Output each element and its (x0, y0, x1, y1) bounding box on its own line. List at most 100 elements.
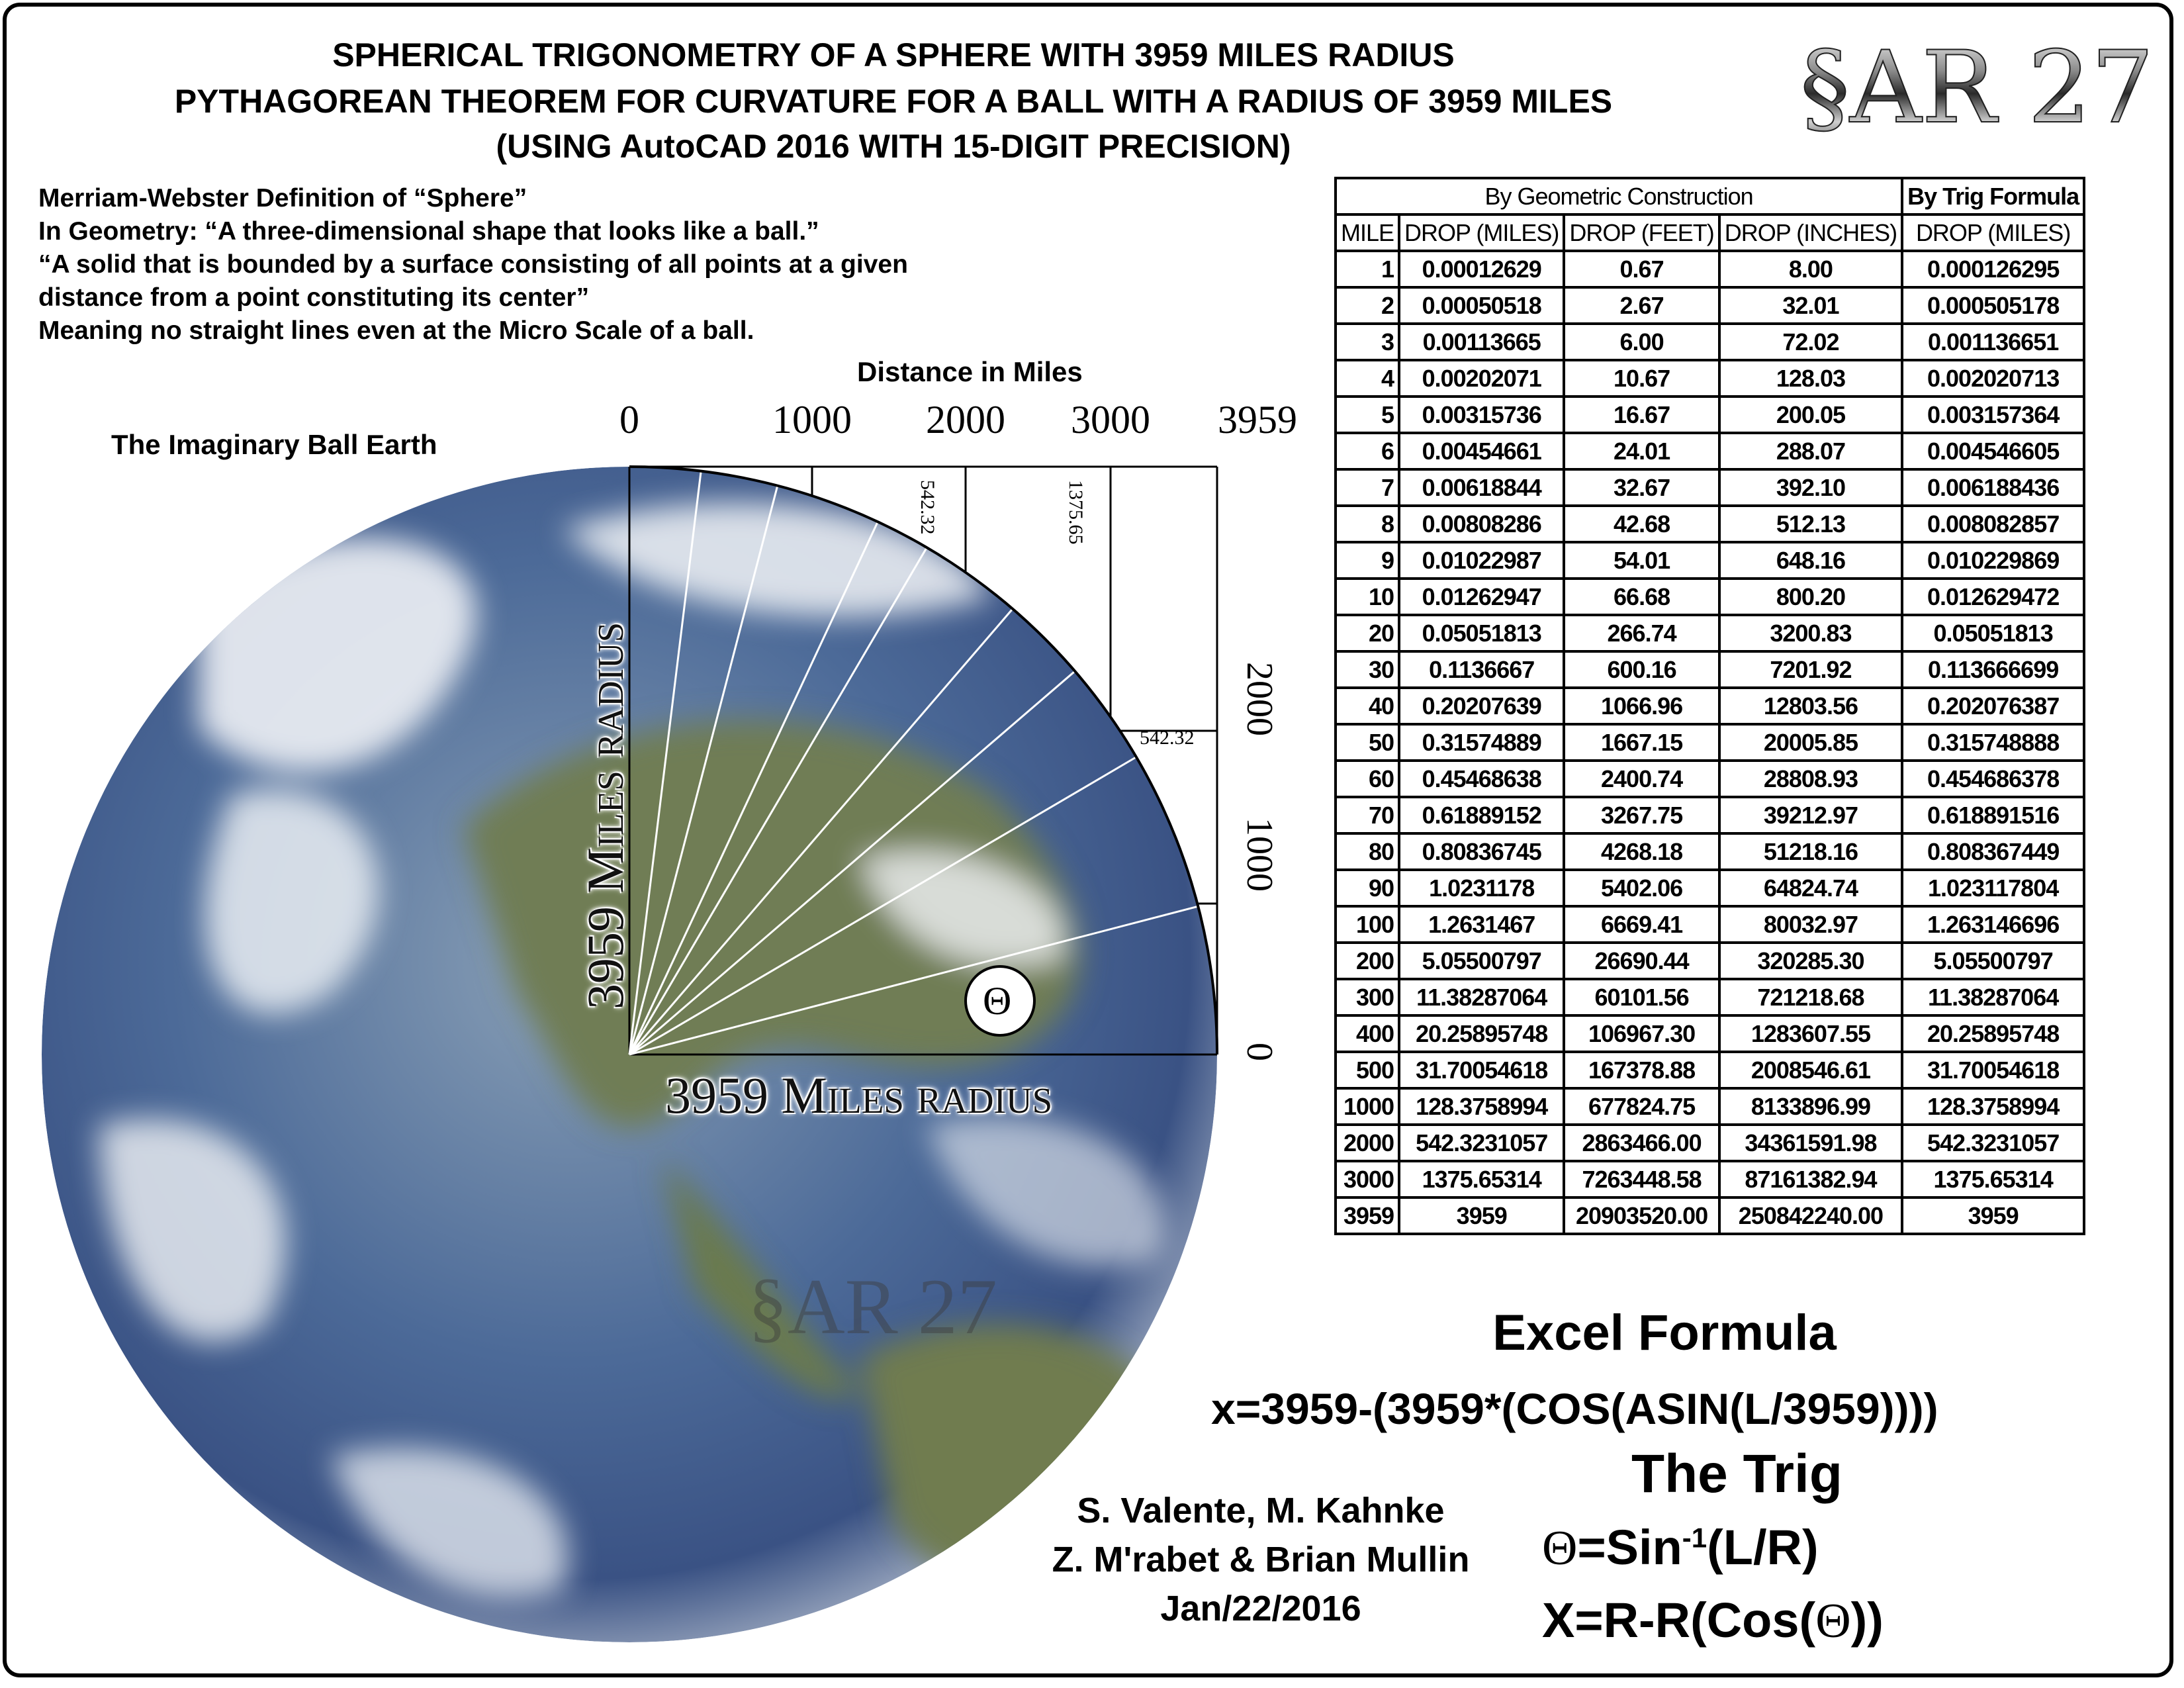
theta-symbol: Θ (983, 979, 1012, 1023)
value-cell: 6669.41 (1563, 905, 1721, 944)
table-row: 1000 128.3758994 677824.75 8133896.99 128.37… (1334, 1087, 2086, 1126)
author-line: S. Valente, M. Kahnke (1077, 1491, 1445, 1530)
table-row: 40 0.20207639 1066.96 12803.56 0.202076387 (1334, 686, 2086, 726)
value-cell: 3200.83 (1717, 614, 1904, 653)
value-cell: 1.0231178 (1398, 868, 1566, 908)
value-cell: 542.3231057 (1398, 1123, 1566, 1162)
value-cell: 2400.74 (1563, 759, 1721, 798)
value-cell: 26690.44 (1563, 941, 1721, 980)
mile-cell: 7 (1334, 468, 1401, 507)
value-cell: 32.01 (1717, 286, 1904, 325)
title-line-1: SPHERICAL TRIGONOMETRY OF A SPHERE WITH … (332, 36, 1455, 73)
group-header: By Trig Formula (1901, 177, 2086, 216)
mile-cell: 80 (1334, 832, 1401, 871)
date: Jan/22/2016 (1160, 1589, 1361, 1628)
radial-line (628, 471, 702, 1055)
trig-heading: The Trig (1631, 1444, 1843, 1504)
value-cell: 6.00 (1563, 322, 1721, 361)
radial-line (629, 756, 1137, 1056)
column-header: MILE (1334, 213, 1401, 252)
value-cell: 0.20207639 (1398, 686, 1566, 726)
table-row: 70 0.61889152 3267.75 39212.97 0.618891516 (1334, 796, 2086, 835)
column-header: DROP (FEET) (1563, 213, 1721, 252)
mile-cell: 60 (1334, 759, 1401, 798)
table-row: 1 0.00012629 0.67 8.00 0.000126295 (1334, 250, 2086, 289)
value-cell: 0.008082857 (1901, 504, 2086, 543)
value-cell: 106967.30 (1563, 1014, 1721, 1053)
mile-cell: 500 (1334, 1051, 1401, 1090)
value-cell: 0.454686378 (1901, 759, 2086, 798)
column-header: DROP (MILES) (1901, 213, 2086, 252)
value-cell: 12803.56 (1717, 686, 1904, 726)
theta-symbol: Θ (1542, 1521, 1578, 1575)
value-cell: 42.68 (1563, 504, 1721, 543)
x-tick: 1000 (772, 398, 852, 442)
value-cell: 7201.92 (1717, 650, 1904, 689)
logo: §AR 27 (1799, 30, 2155, 146)
value-cell: 0.00050518 (1398, 286, 1566, 325)
horizontal-radius-label: 3959 Miles radius (665, 1066, 1053, 1124)
value-cell: 0.80836745 (1398, 832, 1566, 871)
value-cell: 1375.65314 (1398, 1160, 1566, 1199)
table-row: 30 0.1136667 600.16 7201.92 0.113666699 (1334, 650, 2086, 689)
value-cell: 677824.75 (1563, 1087, 1721, 1126)
table-row: 20 0.05051813 266.74 3200.83 0.05051813 (1334, 614, 2086, 653)
mile-cell: 3959 (1334, 1196, 1401, 1235)
y-tick: 1000 (1239, 818, 1280, 892)
value-cell: 800.20 (1717, 577, 1904, 616)
table-row: 7 0.00618844 32.67 392.10 0.006188436 (1334, 468, 2086, 507)
value-cell: 1.023117804 (1901, 868, 2086, 908)
mile-cell: 90 (1334, 868, 1401, 908)
value-cell: 54.01 (1563, 541, 1721, 580)
table-row: 90 1.0231178 5402.06 64824.74 1.023117804 (1334, 868, 2086, 908)
formula-part: )) (1850, 1593, 1884, 1648)
value-cell: 0.1136667 (1398, 650, 1566, 689)
mile-cell: 6 (1334, 432, 1401, 471)
value-cell: 0.113666699 (1901, 650, 2086, 689)
theta-formula: Θ=Sin-1(L/R) (1542, 1519, 1819, 1577)
value-cell: 20.25895748 (1901, 1014, 2086, 1053)
mile-cell: 2 (1334, 286, 1401, 325)
table-row: 3 0.00113665 6.00 72.02 0.001136651 (1334, 322, 2086, 361)
table-row: 4 0.00202071 10.67 128.03 0.002020713 (1334, 359, 2086, 398)
radial-line (628, 608, 1014, 1055)
value-cell: 28808.93 (1717, 759, 1904, 798)
column-header: DROP (MILES) (1398, 213, 1566, 252)
border-frame (3, 3, 2173, 1677)
value-cell: 87161382.94 (1717, 1160, 1904, 1199)
table-row: 100 1.2631467 6669.41 80032.97 1.263146696 (1334, 905, 2086, 944)
x-formula: X=R-R(Cos(Θ)) (1542, 1592, 1884, 1650)
mile-cell: 20 (1334, 614, 1401, 653)
drop-table: By Geometric Construction By Trig Formul… (1334, 177, 2086, 1235)
value-cell: 0.003157364 (1901, 395, 2086, 434)
value-cell: 0.315748888 (1901, 723, 2086, 762)
table-row: 80 0.80836745 4268.18 51218.16 0.808367449 (1334, 832, 2086, 871)
value-cell: 4268.18 (1563, 832, 1721, 871)
table-row: 2 0.00050518 2.67 32.01 0.000505178 (1334, 286, 2086, 325)
value-cell: 11.38287064 (1398, 978, 1566, 1017)
value-cell: 320285.30 (1717, 941, 1904, 980)
value-cell: 5402.06 (1563, 868, 1721, 908)
theta-circle (964, 965, 1036, 1037)
value-cell: 5.05500797 (1398, 941, 1566, 980)
value-cell: 1375.65314 (1901, 1160, 2086, 1199)
value-cell: 66.68 (1563, 577, 1721, 616)
value-cell: 31.70054618 (1901, 1051, 2086, 1090)
mile-cell: 300 (1334, 978, 1401, 1017)
mile-cell: 70 (1334, 796, 1401, 835)
value-cell: 2008546.61 (1717, 1051, 1904, 1090)
value-cell: 0.31574889 (1398, 723, 1566, 762)
formula-part: (L/R) (1707, 1520, 1819, 1575)
mile-cell: 3000 (1334, 1160, 1401, 1199)
column-header-row: MILE DROP (MILES) DROP (FEET) DROP (INCHES)… (1334, 213, 2086, 252)
value-cell: 51218.16 (1717, 832, 1904, 871)
mile-cell: 9 (1334, 541, 1401, 580)
value-cell: 128.03 (1717, 359, 1904, 398)
value-cell: 0.01022987 (1398, 541, 1566, 580)
value-cell: 1066.96 (1563, 686, 1721, 726)
theta-symbol: Θ (1815, 1594, 1851, 1648)
value-cell: 0.45468638 (1398, 759, 1566, 798)
group-header-row: By Geometric Construction By Trig Formul… (1334, 177, 2086, 216)
x-tick: 2000 (926, 398, 1005, 442)
